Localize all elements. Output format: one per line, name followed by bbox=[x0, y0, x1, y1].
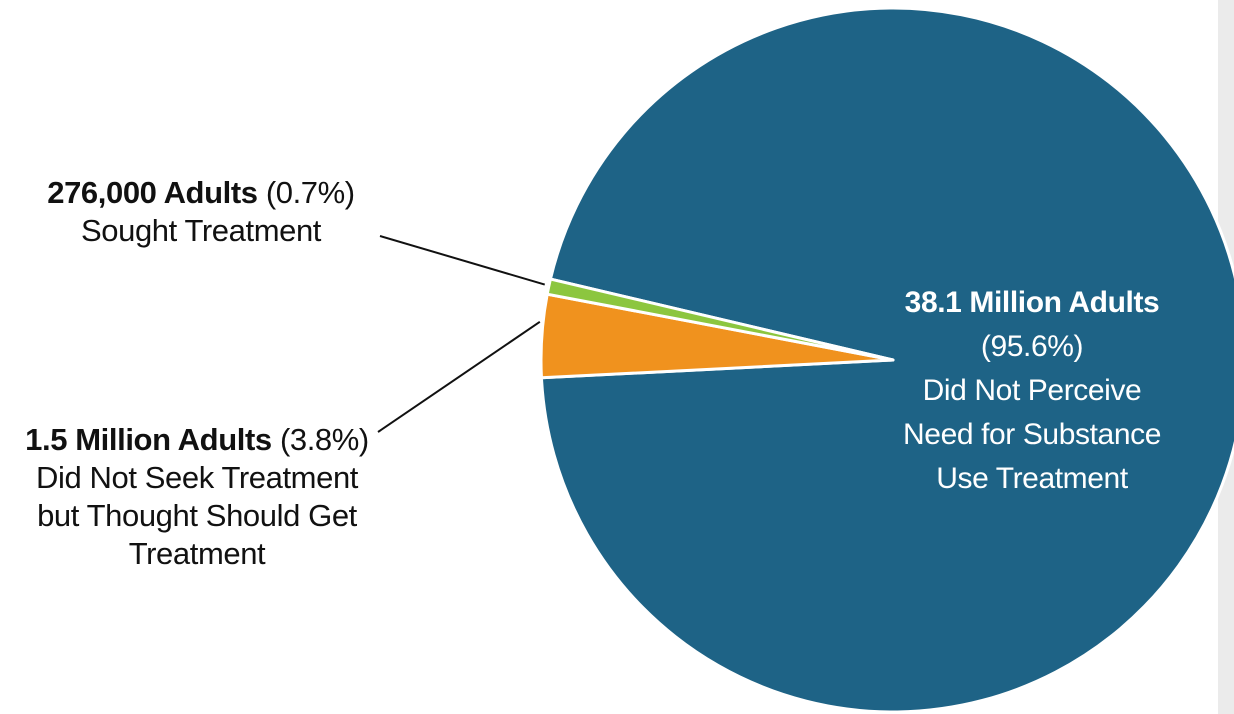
leader-lines bbox=[377, 235, 546, 433]
slice-description-noseek-line-2: but Thought Should Get bbox=[37, 498, 357, 533]
slice-description-big-line-3: Use Treatment bbox=[936, 462, 1128, 495]
leader-line-sought-treatment bbox=[379, 235, 546, 286]
slice-description-noseek-line-1: Did Not Seek Treatment bbox=[35, 460, 358, 495]
slice-count-sought: 276,000 Adults bbox=[47, 175, 258, 210]
slice-label-did-not-perceive: 38.1 Million Adults (95.6%) Did Not Perc… bbox=[882, 281, 1182, 501]
slice-description-big-line-2: Need for Substance bbox=[903, 418, 1161, 451]
slice-label-did-not-seek: 1.5 Million Adults (3.8%) Did Not Seek T… bbox=[16, 421, 378, 573]
slice-label-sought-treatment: 276,000 Adults (0.7%) Sought Treatment bbox=[36, 174, 366, 250]
slice-label-line: 1.5 Million Adults (3.8%) bbox=[16, 421, 378, 459]
slice-count-noseek: 1.5 Million Adults bbox=[25, 422, 272, 457]
slice-description-noseek-line-3: Treatment bbox=[128, 536, 266, 571]
pie-slices bbox=[539, 6, 1234, 714]
slice-description-big-line-1: Did Not Perceive bbox=[922, 374, 1142, 407]
pie-slice-sought-treatment bbox=[545, 277, 895, 362]
slice-count-big: 38.1 Million Adults bbox=[904, 286, 1160, 319]
slice-description-sought: Sought Treatment bbox=[80, 213, 322, 248]
slice-percent-sought: (0.7%) bbox=[265, 175, 355, 210]
slice-label-line: 276,000 Adults (0.7%) bbox=[36, 174, 366, 212]
slice-percent-noseek: (3.8%) bbox=[279, 422, 369, 457]
pie-slice-did-not-perceive bbox=[539, 6, 1234, 714]
leader-line-did-not-seek bbox=[377, 320, 541, 433]
slice-percent-big: (95.6%) bbox=[980, 330, 1084, 363]
